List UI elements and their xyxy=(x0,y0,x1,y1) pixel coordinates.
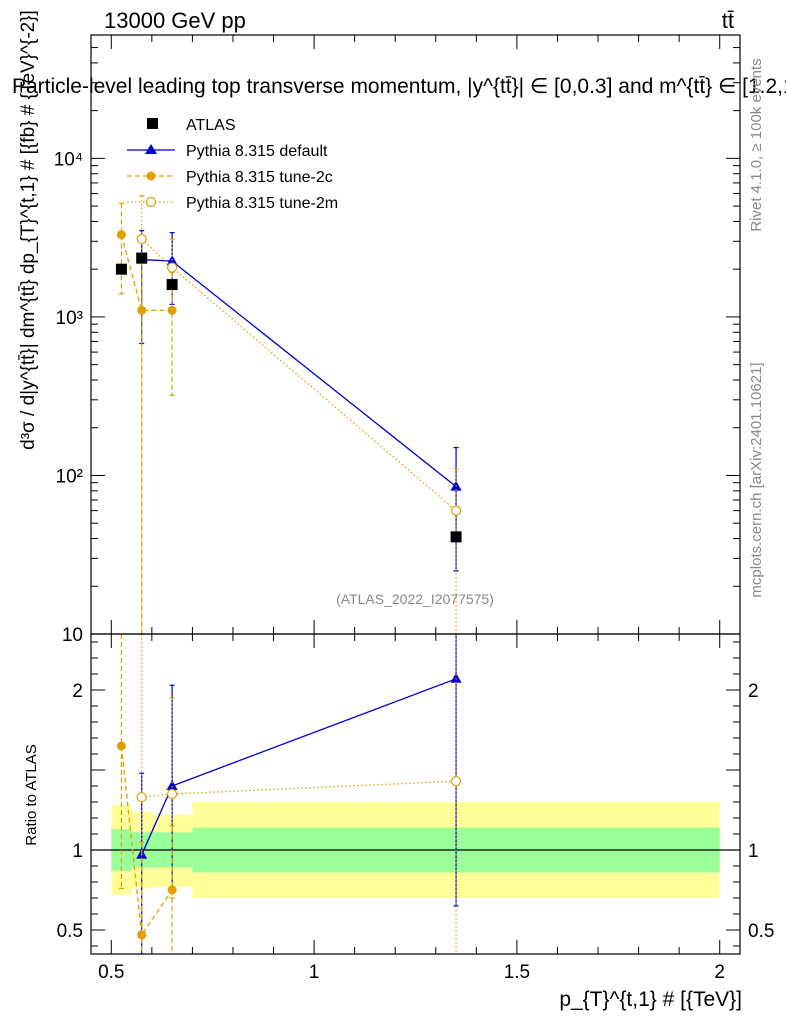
legend: ATLAS Pythia 8.315 default Pythia 8.315 … xyxy=(127,117,338,212)
main-y-tick-label: 10³ xyxy=(56,308,83,329)
x-tick-label: 2 xyxy=(714,962,725,983)
atlas-data-point-1 xyxy=(136,252,148,264)
energy-label: 13000 GeV pp xyxy=(104,8,246,33)
ratio-y-axis: 0.5 0.5 1 1 2 2 xyxy=(57,641,774,947)
legend-label-tune2c: Pythia 8.315 tune-2c xyxy=(186,169,333,186)
main-point-open-2 xyxy=(450,505,462,516)
ratio-point-tri-2 xyxy=(450,672,462,683)
main-point-dot-0 xyxy=(116,230,126,240)
ratio-line-dot xyxy=(120,745,173,937)
atlas-data-point-2 xyxy=(166,279,178,291)
ratio-y-tick-label-left: 0.5 xyxy=(57,921,83,942)
main-y-axis: 10 10² 10³ 10⁴ xyxy=(54,34,740,646)
ratio-frame xyxy=(90,633,741,955)
legend-label-default: Pythia 8.315 default xyxy=(186,143,328,160)
x-tick-label: 1 xyxy=(309,962,320,983)
ratio-point-open-1 xyxy=(167,788,178,800)
legend-marker-tune2m xyxy=(145,196,157,208)
plot-title: Particle-level leading top transverse mo… xyxy=(12,75,786,98)
mcplots-label: mcplots.cern.ch [arXiv:2401.10621] xyxy=(748,362,765,597)
x-tick-label: 0.5 xyxy=(98,962,124,983)
main-y-tick-label: 10² xyxy=(56,466,83,487)
legend-label-atlas: ATLAS xyxy=(186,117,236,134)
x-tick-label: 1.5 xyxy=(504,962,530,983)
ratio-y-tick-label-right: 1 xyxy=(748,841,759,862)
ratio-y-tick-label-left: 2 xyxy=(72,681,83,702)
ratio-panel: 0.5 0.5 1 1 2 2 0.5 1 1.5 2 xyxy=(57,633,774,983)
ratio-point-dot-0 xyxy=(116,741,126,751)
analysis-watermark: (ATLAS_2022_I2077575) xyxy=(336,591,494,607)
main-y-tick-label: 10⁴ xyxy=(54,149,83,170)
main-y-axis-label: d³σ / d|y^{tt̄}| dm^{tt̄} dp_{T}^{t,1} #… xyxy=(18,10,39,450)
x-axis-label: p_{T}^{t,1} # [{TeV}] xyxy=(559,988,742,1011)
main-point-open-0 xyxy=(136,233,147,245)
main-line-dot xyxy=(120,234,173,312)
legend-marker-tune2c xyxy=(146,171,156,181)
ratio-x-axis: 0.5 1 1.5 2 xyxy=(98,634,725,983)
legend-label-tune2m: Pythia 8.315 tune-2m xyxy=(186,195,338,212)
legend-marker-atlas xyxy=(147,118,158,129)
rivet-version-label: Rivet 4.1.0, ≥ 100k events xyxy=(748,58,765,231)
ratio-line-open xyxy=(141,780,457,798)
legend-marker-default xyxy=(145,144,157,154)
main-point-open-1 xyxy=(167,262,178,273)
atlas-data-point-0 xyxy=(115,263,127,275)
main-x-axis xyxy=(110,35,721,634)
ratio-y-tick-label-right: 0.5 xyxy=(748,921,774,942)
ratio-y-tick-label-left: 1 xyxy=(72,841,83,862)
atlas-data-point-3 xyxy=(450,531,462,543)
ratio-y-tick-label-right: 2 xyxy=(748,681,759,702)
ratio-point-open-2 xyxy=(450,776,462,787)
main-line-tri xyxy=(141,258,457,488)
main-line-open xyxy=(141,238,457,512)
process-label: tt̄ xyxy=(722,8,734,33)
ratio-point-open-0 xyxy=(136,792,147,803)
main-point-dot-1 xyxy=(137,305,147,315)
ratio-y-axis-label: Ratio to ATLAS xyxy=(23,744,40,845)
ratio-point-tri-1 xyxy=(166,780,178,790)
main-y-tick-label: 10 xyxy=(62,625,83,646)
